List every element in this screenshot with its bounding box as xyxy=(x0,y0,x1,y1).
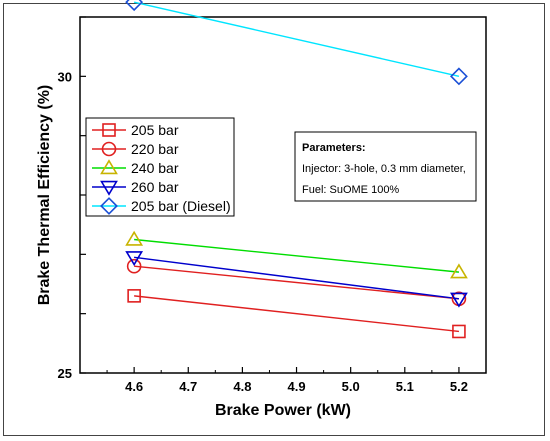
legend-label: 205 bar (Diesel) xyxy=(131,198,231,214)
y-tick-label: 30 xyxy=(58,69,72,84)
parameters-box: Parameters: Injector: 3-hole, 0.3 mm dia… xyxy=(294,131,477,202)
series-lines xyxy=(133,1,460,333)
data-point xyxy=(452,324,466,339)
legend-label: 240 bar xyxy=(131,160,179,176)
legend-label: 220 bar xyxy=(131,141,179,157)
series-line xyxy=(134,265,460,300)
x-tick-label: 5.2 xyxy=(450,379,468,394)
data-point xyxy=(127,289,141,303)
y-tick-label: 25 xyxy=(58,366,72,381)
legend-marker xyxy=(102,123,116,137)
series-line xyxy=(134,295,460,333)
x-tick-label: 4.9 xyxy=(287,379,305,394)
data-point xyxy=(450,67,468,86)
series-line xyxy=(134,256,460,300)
legend-marker xyxy=(100,180,118,196)
legend-marker xyxy=(101,141,117,157)
x-tick-label: 5.1 xyxy=(396,379,414,394)
parameters-frame xyxy=(294,131,477,202)
legend-marker xyxy=(100,197,118,215)
x-axis-title: Brake Power (kW) xyxy=(215,402,351,419)
data-point xyxy=(126,258,142,274)
x-tick-label: 4.6 xyxy=(125,379,143,394)
parameters-line-1: Injector: 3-hole, 0.3 mm diameter, xyxy=(302,163,466,175)
data-point xyxy=(125,251,144,267)
legend-label: 205 bar xyxy=(131,122,179,138)
data-point xyxy=(450,263,468,279)
y-axis-title: Brake Thermal Efficiency (%) xyxy=(36,85,53,306)
series-line xyxy=(134,238,460,273)
data-point xyxy=(125,230,144,246)
legend-label: 260 bar xyxy=(131,179,179,195)
legend-marker xyxy=(100,159,118,175)
parameters-line-2: Fuel: SuOME 100% xyxy=(302,184,399,196)
data-point xyxy=(450,292,468,308)
axis-ticks: 4.6 4.7 4.8 4.9 5.0 5.1 5.2 25 30 xyxy=(58,16,487,394)
x-tick-label: 4.8 xyxy=(233,379,251,394)
parameters-title: Parameters: xyxy=(302,142,366,154)
series-line xyxy=(133,1,460,78)
legend: 205 bar 220 bar 240 bar 260 bar 205 bar (Die… xyxy=(85,117,235,217)
x-tick-label: 5.0 xyxy=(342,379,360,394)
data-point xyxy=(125,0,144,12)
x-tick-label: 4.7 xyxy=(179,379,197,394)
series-markers xyxy=(125,0,468,339)
